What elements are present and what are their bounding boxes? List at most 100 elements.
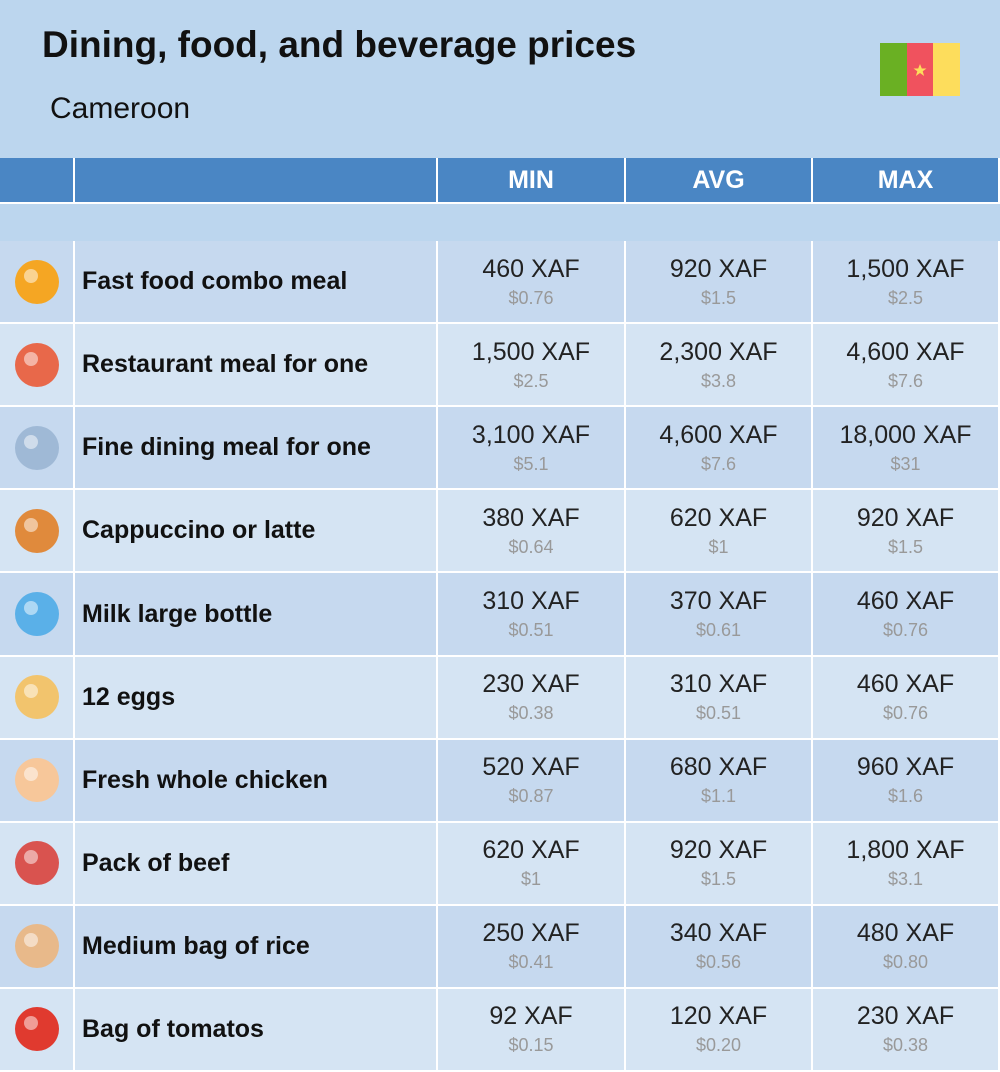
icon <box>14 592 59 637</box>
price-cell: 120 XAF $0.20 <box>626 988 813 1072</box>
icon <box>14 508 59 553</box>
price-usd: $0.41 <box>508 952 554 973</box>
price-local: 2,300 XAF <box>659 337 778 366</box>
price-local: 520 XAF <box>482 753 580 782</box>
icon-cell <box>0 988 75 1072</box>
price-usd: $1.1 <box>700 786 737 807</box>
price-local: 960 XAF <box>856 753 955 782</box>
price-local: 230 XAF <box>856 1002 955 1031</box>
price-usd: $1.6 <box>887 786 924 807</box>
flag <box>880 43 960 96</box>
price-local: 1,500 XAF <box>471 337 591 366</box>
price-usd: $5.1 <box>513 453 549 474</box>
icon <box>14 1007 59 1052</box>
price-cell: 920 XAF $1.5 <box>626 241 813 325</box>
price-local: 310 XAF <box>669 670 768 699</box>
price-usd: $1.5 <box>700 869 737 890</box>
row-label: Fast food combo meal <box>75 241 438 325</box>
price-cell: 920 XAF $1.5 <box>626 822 813 906</box>
price-cell: 4,600 XAF $7.6 <box>626 407 813 491</box>
price-usd: $0.51 <box>508 620 554 641</box>
header-cell <box>75 158 438 204</box>
price-usd: $3.1 <box>887 869 924 890</box>
column-header: AVG <box>626 158 813 204</box>
price-local: 460 XAF <box>856 670 955 699</box>
row-label: Restaurant meal for one <box>75 324 438 408</box>
price-cell: 520 XAF $0.87 <box>438 739 626 823</box>
price-local: 4,600 XAF <box>659 420 778 449</box>
price-usd: $0.61 <box>695 620 742 641</box>
price-local: 620 XAF <box>482 836 580 865</box>
icon-cell <box>0 739 75 823</box>
row-label: Pack of beef <box>75 822 438 906</box>
icon <box>14 259 59 304</box>
icon-cell <box>0 573 75 657</box>
price-usd: $7.6 <box>700 453 737 474</box>
price-usd: $3.8 <box>700 370 737 391</box>
row-label: Cappuccino or latte <box>75 490 438 574</box>
icon-cell <box>0 905 75 989</box>
price-usd: $1 <box>520 869 542 890</box>
price-local: 380 XAF <box>482 503 580 532</box>
icon-cell <box>0 241 75 325</box>
price-cell: 370 XAF $0.61 <box>626 573 813 657</box>
price-cell: 310 XAF $0.51 <box>626 656 813 740</box>
icon-cell <box>0 822 75 906</box>
price-usd: $0.15 <box>508 1035 554 1056</box>
price-local: 480 XAF <box>856 919 955 948</box>
price-local: 250 XAF <box>482 919 580 948</box>
icon <box>14 342 59 387</box>
price-usd: $0.76 <box>882 703 929 724</box>
row-label: Bag of tomatos <box>75 988 438 1072</box>
price-local: 460 XAF <box>856 587 955 616</box>
icon <box>14 425 59 470</box>
subtitle: Cameroon <box>50 92 191 125</box>
title: Dining, food, and beverage prices <box>42 24 637 65</box>
page: Dining, food, and beverage prices Camero… <box>0 24 1000 1072</box>
price-cell: 2,300 XAF $3.8 <box>626 324 813 408</box>
row-label: Medium bag of rice <box>75 905 438 989</box>
price-local: 460 XAF <box>482 254 580 283</box>
price-cell: 380 XAF $0.64 <box>438 490 626 574</box>
price-local: 230 XAF <box>482 670 580 699</box>
price-cell: 230 XAF $0.38 <box>813 988 1000 1072</box>
row-label: Fresh whole chicken <box>75 739 438 823</box>
price-usd: $0.56 <box>695 952 742 973</box>
column-header: MAX <box>813 158 1000 204</box>
price-usd: $0.38 <box>882 1035 929 1056</box>
price-usd: $2.5 <box>887 287 924 308</box>
price-cell: 230 XAF $0.38 <box>438 656 626 740</box>
icon <box>14 675 59 720</box>
icon <box>14 758 59 803</box>
price-local: 92 XAF <box>489 1002 573 1031</box>
price-cell: 460 XAF $0.76 <box>813 656 1000 740</box>
price-cell: 620 XAF $1 <box>626 490 813 574</box>
price-local: 4,600 XAF <box>846 337 965 366</box>
price-local: 1,800 XAF <box>846 836 965 865</box>
price-local: 920 XAF <box>669 836 768 865</box>
price-local: 920 XAF <box>856 503 955 532</box>
price-local: 920 XAF <box>669 254 768 283</box>
icon <box>14 841 59 886</box>
price-cell: 680 XAF $1.1 <box>626 739 813 823</box>
price-usd: $0.76 <box>508 287 554 308</box>
price-cell: 340 XAF $0.56 <box>626 905 813 989</box>
price-local: 3,100 XAF <box>471 420 591 449</box>
price-table: MIN AVG MAX Fast food combo meal 460 XAF $0.7… <box>0 158 1000 1072</box>
price-usd: $0.64 <box>508 536 554 557</box>
price-local: 620 XAF <box>669 503 768 532</box>
price-usd: $7.6 <box>887 370 924 391</box>
price-cell: 620 XAF $1 <box>438 822 626 906</box>
price-cell: 920 XAF $1.5 <box>813 490 1000 574</box>
price-cell: 1,500 XAF $2.5 <box>438 324 626 408</box>
price-usd: $0.38 <box>508 703 554 724</box>
price-cell: 18,000 XAF $31 <box>813 407 1000 491</box>
price-usd: $0.76 <box>882 620 929 641</box>
price-usd: $31 <box>890 453 921 474</box>
header-cell <box>0 158 75 204</box>
icon-cell <box>0 407 75 491</box>
icon-cell <box>0 490 75 574</box>
price-cell: 480 XAF $0.80 <box>813 905 1000 989</box>
column-header: MIN <box>438 158 626 204</box>
price-usd: $0.80 <box>882 952 929 973</box>
